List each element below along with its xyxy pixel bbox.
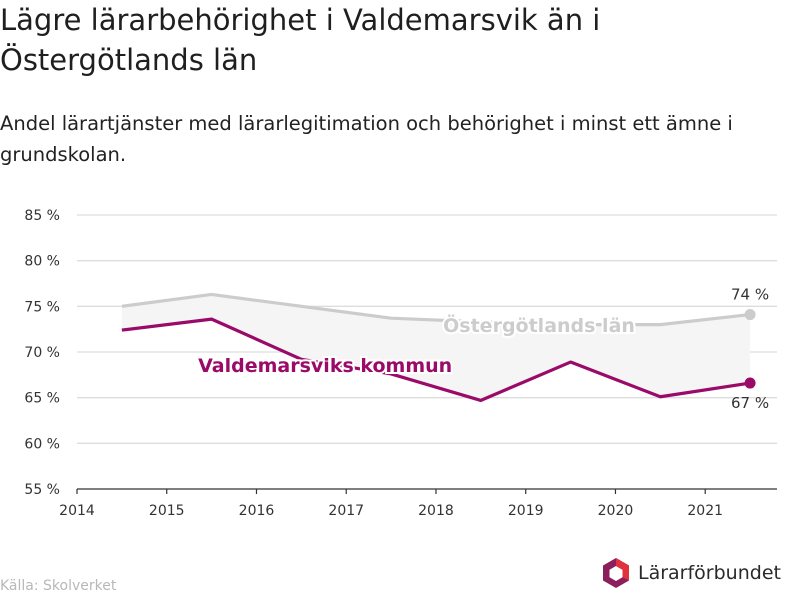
y-tick-label: 75 % — [24, 299, 60, 315]
lararforbundet-logo-icon — [603, 558, 629, 588]
y-tick-label: 60 % — [24, 436, 60, 452]
chart-title: Lägre lärarbehörighet i Valdemarsvik än … — [0, 3, 601, 77]
logo-text: Lärarförbundet — [638, 562, 781, 584]
axis-layer: 55 % 60 % 65 % 70 % 75 % 80 % 85 % 2014 2015 2016… — [24, 208, 777, 519]
y-tick-label: 70 % — [24, 345, 60, 361]
x-tick-label: 2019 — [508, 503, 544, 519]
line-chart: 55 % 60 % 65 % 70 % 75 % 80 % 85 % 2014 2015 2016… — [24, 208, 777, 519]
source-note: Källa: Skolverket — [0, 578, 117, 594]
kommun-end-label: 67 % — [731, 394, 769, 412]
end-point — [744, 309, 756, 321]
end-point — [744, 377, 756, 389]
y-tick-label: 85 % — [24, 208, 60, 224]
x-tick-label: 2020 — [598, 503, 634, 519]
band-layer — [121, 294, 751, 401]
y-tick-label: 55 % — [24, 482, 60, 498]
x-tick-label: 2016 — [239, 503, 275, 519]
x-tick-label: 2014 — [59, 503, 95, 519]
series-layer — [121, 292, 756, 403]
x-tick-label: 2018 — [418, 503, 454, 519]
publisher-logo: Lärarförbundet — [600, 557, 781, 589]
y-tick-label: 80 % — [24, 254, 60, 270]
chart-subtitle: Andel lärartjänster med lärarlegitimatio… — [0, 112, 733, 166]
label-layer: 74 % 67 % Östergötlands län Valdemarsviks k… — [196, 286, 769, 413]
kommun-series-label: Valdemarsviks kommun — [198, 355, 452, 377]
kommun-line — [121, 317, 751, 403]
lan-end-label: 74 % — [731, 286, 769, 304]
y-tick-label: 65 % — [24, 391, 60, 407]
lan-line — [121, 292, 751, 327]
gap-band — [121, 294, 751, 401]
lan-series-label: Östergötlands län — [443, 313, 635, 337]
x-tick-label: 2021 — [687, 503, 723, 519]
x-tick-label: 2017 — [328, 503, 364, 519]
x-tick-label: 2015 — [149, 503, 185, 519]
